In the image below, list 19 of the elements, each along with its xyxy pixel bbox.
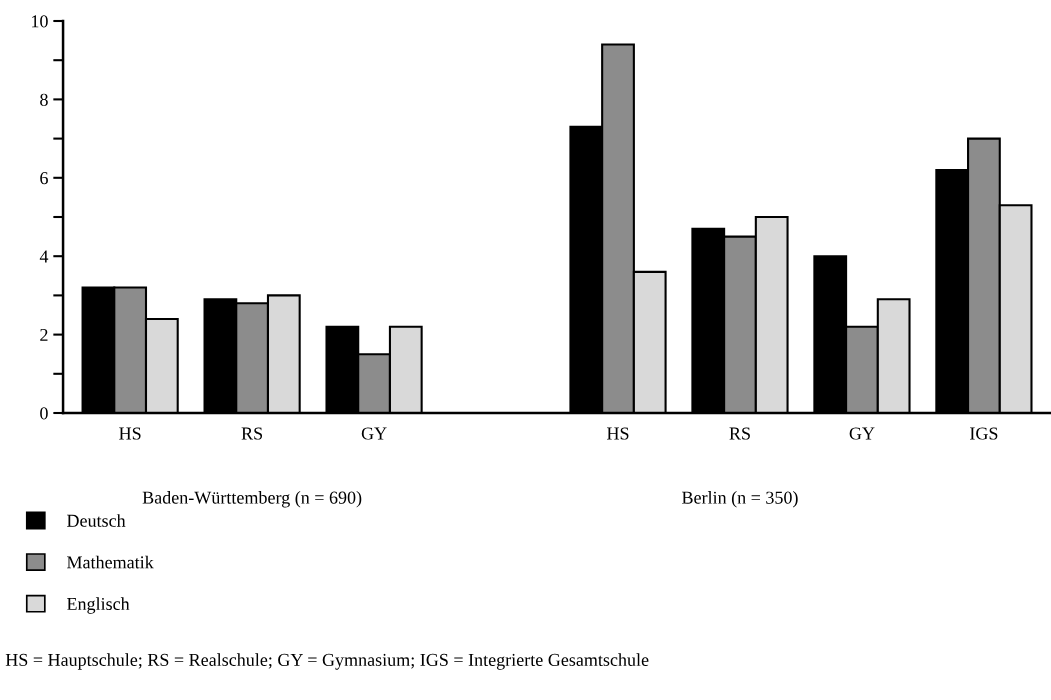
x-tick-label: RS — [729, 427, 750, 440]
y-tick-label: 8 — [40, 93, 48, 106]
y-tick-label: 10 — [32, 15, 48, 28]
legend-label: Mathematik — [67, 555, 154, 569]
legend-label: Deutsch — [67, 514, 126, 527]
text: Berlin (n = 350) — [682, 491, 798, 508]
x-tick-label: RS — [241, 427, 263, 440]
x-tick-label: GY — [849, 427, 875, 440]
text: Baden-Württemberg (n = 690) — [142, 491, 362, 508]
y-tick-label: 0 — [40, 407, 48, 420]
x-tick-label: HS — [119, 427, 141, 440]
x-tick-label: GY — [361, 427, 387, 440]
y-tick-label: 4 — [39, 250, 49, 263]
y-tick-label: 6 — [40, 172, 48, 185]
x-tick-label: IGS — [970, 427, 998, 440]
y-tick-label: 2 — [40, 328, 48, 341]
x-tick-label: HS — [606, 427, 629, 440]
legend-label: Englisch — [67, 597, 130, 614]
text: HS = Hauptschule; RS = Realschule; GY = Gymnasium; IGS = Integrierte Gesamtschule — [5, 653, 649, 670]
